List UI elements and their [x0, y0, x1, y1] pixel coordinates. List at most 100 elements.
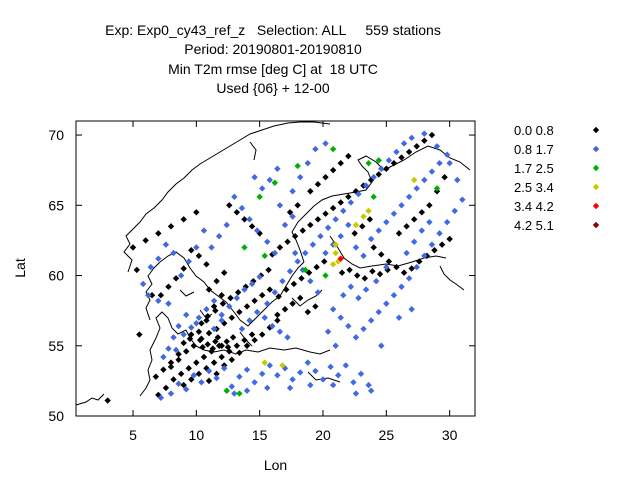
data-point [214, 334, 222, 341]
data-point [367, 235, 375, 243]
coastline-segment [291, 155, 393, 263]
data-point [165, 300, 172, 307]
data-point [360, 252, 367, 260]
data-point [299, 227, 306, 234]
plot-frame [75, 120, 476, 417]
data-point [322, 272, 329, 279]
data-point [218, 291, 225, 299]
data-point [383, 218, 390, 226]
x-tick-label: 15 [252, 427, 268, 443]
data-point [188, 331, 195, 338]
data-point [378, 165, 385, 172]
data-point [298, 275, 305, 282]
data-point [196, 336, 204, 344]
coastline-segment [439, 265, 465, 291]
data-point [243, 387, 251, 394]
data-point [193, 359, 200, 366]
legend-marker [592, 164, 600, 172]
data-point [276, 328, 284, 335]
data-point [162, 384, 170, 392]
data-point [233, 294, 241, 302]
legend-marker [592, 202, 600, 210]
data-point [418, 209, 425, 216]
data-point [142, 237, 149, 244]
data-point [276, 244, 284, 251]
data-point [265, 266, 272, 274]
data-point [104, 397, 111, 404]
data-point [309, 241, 317, 248]
data-point [167, 363, 175, 371]
data-point [185, 258, 192, 265]
data-point [312, 145, 319, 153]
data-point [345, 322, 352, 330]
data-point [352, 188, 360, 195]
data-point [411, 238, 418, 246]
data-point [304, 359, 311, 366]
data-point [228, 356, 235, 364]
data-point [172, 275, 180, 282]
data-point [342, 362, 349, 369]
data-point [236, 349, 243, 356]
data-point [145, 291, 152, 299]
data-point [366, 216, 374, 223]
data-point [428, 168, 436, 175]
data-point [375, 308, 382, 316]
data-point [426, 202, 433, 209]
data-point [390, 210, 398, 217]
data-point [360, 325, 367, 333]
data-point [357, 370, 365, 378]
data-point [133, 266, 140, 274]
data-point [241, 286, 248, 293]
data-point [253, 227, 261, 234]
data-point [352, 244, 360, 251]
data-point [345, 193, 352, 201]
data-point [376, 270, 384, 278]
data-point [248, 280, 256, 288]
data-point [332, 241, 339, 248]
data-point [289, 188, 296, 195]
data-point [190, 342, 197, 349]
chart-title-line-1: Exp: Exp0_cy43_ref_z Selection: ALL 559 … [105, 22, 441, 38]
data-point [162, 241, 170, 248]
data-point [275, 293, 282, 300]
x-axis-label: Lon [264, 457, 287, 473]
x-tick-label: 10 [189, 427, 205, 443]
data-point [290, 280, 298, 288]
data-point [304, 159, 311, 167]
chart-title-line-3: Min T2m rmse [deg C] at 18 UTC [168, 61, 378, 77]
data-point [383, 263, 390, 271]
data-point [188, 376, 195, 383]
data-point [405, 275, 413, 282]
data-point [259, 291, 266, 299]
data-point [229, 334, 237, 341]
data-point [355, 294, 362, 302]
data-point [281, 221, 289, 229]
data-point [210, 297, 218, 305]
data-point [398, 283, 405, 290]
data-point [160, 353, 167, 361]
data-point [236, 390, 243, 397]
data-point [329, 145, 337, 153]
data-point [413, 263, 420, 271]
data-point [408, 134, 415, 142]
data-point [246, 216, 253, 223]
legend-marker [592, 183, 600, 191]
data-point [365, 381, 372, 389]
data-point [210, 303, 218, 310]
data-point [294, 202, 301, 209]
data-point [408, 306, 415, 313]
data-point [337, 314, 344, 321]
data-point [337, 199, 344, 206]
data-point [373, 277, 380, 285]
data-point [418, 227, 425, 234]
data-point [264, 238, 271, 246]
data-point [355, 190, 362, 198]
data-point [264, 384, 271, 392]
data-point [177, 272, 185, 279]
data-point [284, 238, 291, 246]
data-point [416, 258, 423, 265]
data-point [454, 176, 461, 184]
data-point [180, 339, 187, 347]
data-point [180, 265, 187, 272]
